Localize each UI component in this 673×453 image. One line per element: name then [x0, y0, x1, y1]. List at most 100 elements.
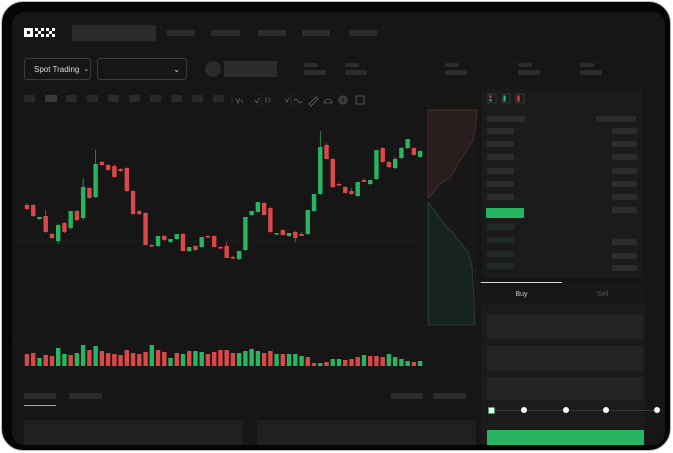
volume-bar: [93, 346, 98, 366]
bottom-tab-open-orders[interactable]: [24, 393, 56, 399]
bid-price: [487, 237, 514, 243]
slider-handle[interactable]: [488, 407, 495, 414]
chevron-down-icon: ⌄: [173, 64, 180, 74]
orderbook-view-icons: [487, 93, 525, 104]
magnet-icon: [323, 98, 333, 104]
stat-value: [304, 70, 326, 75]
interval-button[interactable]: [192, 95, 203, 102]
volume-bar: [399, 359, 404, 366]
search-bar[interactable]: [72, 25, 156, 41]
candle-body: [62, 223, 67, 232]
candle: [37, 217, 42, 220]
candle: [112, 164, 117, 178]
volume-bar: [374, 356, 379, 366]
nav-item[interactable]: [349, 30, 377, 36]
candle: [199, 237, 204, 248]
bid-amount: [612, 253, 637, 259]
depth-chart: [427, 109, 478, 326]
total-input[interactable]: [487, 377, 643, 400]
bid-price: [487, 224, 514, 230]
candle: [143, 212, 148, 245]
bottom-action[interactable]: [433, 393, 466, 399]
sell-tab[interactable]: Sell: [562, 283, 643, 305]
slider-stop[interactable]: [654, 407, 660, 413]
bottom-tab-history[interactable]: [69, 393, 102, 399]
buy-tab[interactable]: Buy: [481, 282, 562, 305]
interval-button[interactable]: [108, 95, 119, 102]
slider-stop[interactable]: [563, 407, 569, 413]
candle-body: [268, 208, 273, 232]
interval-button[interactable]: [129, 95, 140, 102]
volume-bar: [80, 345, 86, 366]
volume-bar: [68, 355, 73, 366]
toolbar-icons: [231, 94, 365, 107]
volume-bar: [243, 351, 248, 366]
interval-button[interactable]: [24, 95, 35, 102]
volume-bar: [174, 353, 179, 366]
candle: [124, 167, 130, 192]
candle-body: [336, 184, 342, 186]
candle: [137, 210, 142, 215]
candle: [255, 202, 261, 213]
stat-value: [445, 70, 467, 75]
candle: [93, 150, 98, 198]
volume-bar: [168, 358, 173, 366]
chevron-down-icon: [284, 97, 290, 103]
interval-button[interactable]: [87, 95, 98, 102]
spot-trading-button[interactable]: Spot Trading ⌄: [24, 58, 91, 80]
volume-bar: [24, 354, 30, 366]
candle: [293, 231, 298, 242]
volume-bar: [311, 363, 317, 366]
interval-button[interactable]: [213, 95, 224, 102]
amount-slider-track[interactable]: [492, 410, 658, 411]
candle: [187, 247, 192, 252]
candle: [261, 202, 267, 215]
candle-body: [130, 191, 136, 214]
volume-bar: [124, 350, 130, 366]
amount-input[interactable]: [487, 346, 643, 370]
volume-bar: [218, 350, 223, 366]
bottom-action[interactable]: [391, 393, 423, 399]
candle-body: [280, 230, 286, 235]
sell-tab-label: Sell: [596, 290, 609, 298]
interval-button[interactable]: [66, 95, 77, 102]
candle: [368, 180, 373, 185]
nav-item[interactable]: [211, 30, 240, 36]
price-input[interactable]: [487, 315, 643, 339]
interval-button[interactable]: [150, 95, 161, 102]
pair-select[interactable]: ⌄: [97, 58, 187, 80]
candle-body: [311, 194, 317, 211]
chevron-down-icon: [254, 97, 260, 104]
candle-body: [386, 162, 392, 167]
candle-body: [143, 213, 148, 245]
nav-item[interactable]: [258, 30, 286, 36]
candle-body: [218, 247, 223, 249]
volume-bar: [49, 356, 55, 366]
volume-bar: [118, 355, 123, 366]
buy-submit-button[interactable]: [487, 430, 644, 445]
slider-stop[interactable]: [521, 407, 527, 413]
nav-item[interactable]: [167, 30, 195, 36]
interval-button[interactable]: [45, 95, 57, 102]
interval-button[interactable]: [171, 95, 182, 102]
volume-bar: [199, 352, 204, 366]
candle: [43, 210, 48, 233]
volume-bar: [31, 353, 36, 366]
volume-bar: [43, 355, 48, 366]
candle-body: [93, 164, 98, 197]
volume-bar: [224, 350, 229, 366]
candle-body: [124, 168, 130, 191]
volume-bar: [343, 360, 348, 366]
candle: [268, 207, 273, 233]
candle: [80, 178, 86, 220]
candle-body: [43, 216, 48, 232]
ask-amount: [612, 207, 637, 213]
nav-item[interactable]: [302, 30, 330, 36]
ask-price: [487, 168, 514, 174]
slider-stop[interactable]: [603, 407, 609, 413]
volume-bar: [330, 359, 335, 366]
ask-price: [487, 154, 514, 160]
candle: [205, 235, 211, 238]
volume-bar: [417, 361, 423, 366]
